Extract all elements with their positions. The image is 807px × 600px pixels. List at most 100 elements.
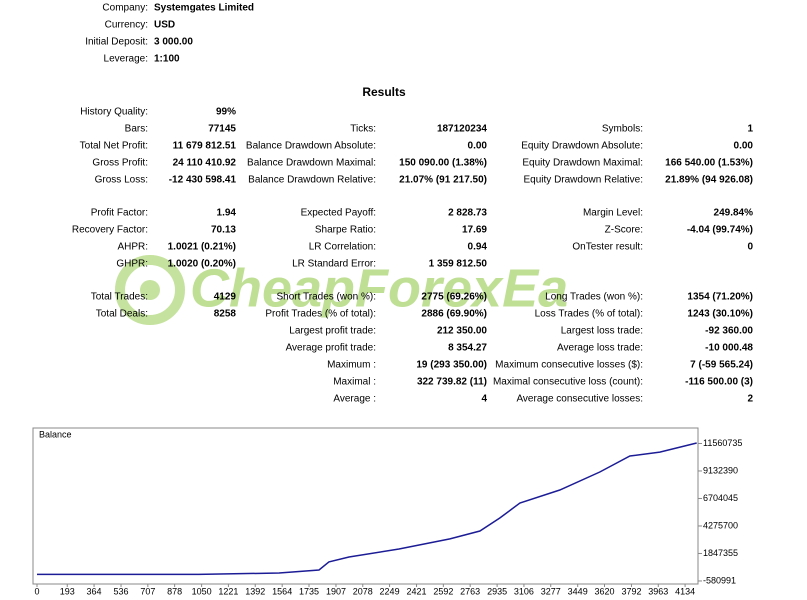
x-tick-label: 536	[114, 586, 129, 596]
result-label: Short Trades (won %):	[277, 292, 376, 303]
result-value: 8258	[214, 309, 237, 320]
result-label: LR Correlation:	[309, 242, 376, 253]
result-label: Gross Profit:	[92, 158, 148, 169]
result-label: Symbols:	[602, 124, 643, 135]
result-label: Equity Drawdown Maximal:	[522, 158, 643, 169]
result-label: Average profit trade:	[286, 343, 376, 354]
result-label: LR Standard Error:	[292, 259, 376, 270]
x-tick-label: 2763	[460, 586, 480, 596]
x-tick-label: 3792	[621, 586, 641, 596]
result-value: 1 359 812.50	[429, 259, 488, 270]
balance-line	[37, 442, 697, 576]
x-tick-label: 878	[167, 586, 182, 596]
result-label: Equity Drawdown Relative:	[524, 175, 644, 186]
watermark-logo	[115, 255, 185, 325]
x-tick-label: 1564	[272, 586, 292, 596]
x-tick-label: 2249	[380, 586, 400, 596]
result-value: 2886 (69.90%)	[421, 309, 487, 320]
x-tick-label: 3449	[568, 586, 588, 596]
x-tick-label: 1907	[326, 586, 346, 596]
result-label: AHPR:	[117, 242, 148, 253]
result-label: Ticks:	[350, 124, 376, 135]
x-tick-label: 1050	[192, 586, 212, 596]
result-label: Loss Trades (% of total):	[535, 309, 643, 320]
result-label: Maximum :	[327, 360, 376, 371]
result-label: Expected Payoff:	[301, 208, 376, 219]
x-tick-label: 2078	[353, 586, 373, 596]
result-label: Balance Drawdown Absolute:	[246, 141, 376, 152]
x-tick-label: 3963	[648, 586, 668, 596]
header-value: Systemgates Limited	[154, 3, 254, 14]
result-value: 249.84%	[714, 208, 754, 219]
result-value: 1.0021 (0.21%)	[168, 242, 236, 253]
legend-label: Balance	[39, 429, 72, 439]
result-value: 0.94	[468, 242, 488, 253]
result-label: Gross Loss:	[95, 175, 148, 186]
y-tick-label: 4275700	[703, 520, 738, 530]
result-value: 21.89% (94 926.08)	[665, 175, 753, 186]
result-value: 1354 (71.20%)	[687, 292, 753, 303]
result-value: 0	[747, 242, 753, 253]
x-tick-label: 1392	[245, 586, 265, 596]
result-label: Recovery Factor:	[72, 225, 148, 236]
result-label: Bars:	[125, 124, 148, 135]
result-value: 1.94	[217, 208, 237, 219]
results-title: Results	[362, 85, 406, 99]
header-label: Company:	[102, 3, 148, 14]
x-tick-label: 193	[60, 586, 75, 596]
x-tick-label: 2421	[407, 586, 427, 596]
result-label: Long Trades (won %):	[545, 292, 643, 303]
result-value: -12 430 598.41	[169, 175, 237, 186]
result-value: 21.07% (91 217.50)	[399, 175, 487, 186]
y-tick-label: -580991	[703, 575, 736, 585]
result-label: Average :	[333, 394, 376, 405]
result-value: 77145	[208, 124, 236, 135]
header-value: 3 000.00	[154, 37, 193, 48]
result-label: Maximal consecutive loss (count):	[493, 377, 643, 388]
result-value: 24 110 410.92	[173, 158, 237, 169]
result-value: 187120234	[437, 124, 487, 135]
result-label: GHPR:	[116, 259, 148, 270]
result-value: 150 090.00 (1.38%)	[399, 158, 487, 169]
result-value: 2775 (69.26%)	[421, 292, 487, 303]
result-label: Average loss trade:	[557, 343, 643, 354]
result-value: 19 (293 350.00)	[416, 360, 487, 371]
watermark: CheapForexEa	[190, 258, 568, 318]
result-value: 166 540.00 (1.53%)	[665, 158, 753, 169]
result-label: Sharpe Ratio:	[315, 225, 376, 236]
result-value: 70.13	[211, 225, 236, 236]
result-value: 212 350.00	[437, 326, 487, 337]
result-label: OnTester result:	[572, 242, 643, 253]
header-value: USD	[154, 20, 175, 31]
result-value: 0.00	[734, 141, 754, 152]
result-value: 1	[747, 124, 753, 135]
chart-frame	[32, 427, 699, 585]
result-value: 11 679 812.51	[173, 141, 237, 152]
x-tick-label: 707	[140, 586, 155, 596]
result-label: Total Deals:	[96, 309, 148, 320]
header-label: Initial Deposit:	[85, 37, 148, 48]
result-value: 4	[481, 394, 487, 405]
x-tick-label: 2935	[487, 586, 507, 596]
result-value: -116 500.00 (3)	[685, 377, 753, 388]
x-tick-label: 364	[87, 586, 102, 596]
result-value: 4129	[214, 292, 237, 303]
result-value: 99%	[216, 107, 236, 118]
result-label: Maximum consecutive losses ($):	[495, 360, 643, 371]
result-label: Total Net Profit:	[80, 141, 148, 152]
y-tick-label: 6704045	[703, 493, 738, 503]
result-value: 1.0020 (0.20%)	[168, 259, 236, 270]
x-tick-label: 2592	[433, 586, 453, 596]
header-label: Currency:	[105, 20, 148, 31]
result-label: History Quality:	[80, 107, 148, 118]
result-label: Balance Drawdown Relative:	[248, 175, 376, 186]
result-value: 7 (-59 565.24)	[690, 360, 753, 371]
result-label: Maximal :	[333, 377, 376, 388]
x-tick-label: 3277	[541, 586, 561, 596]
result-label: Equity Drawdown Absolute:	[521, 141, 643, 152]
result-value: 1243 (30.10%)	[687, 309, 753, 320]
result-value: -10 000.48	[705, 343, 753, 354]
result-value: 8 354.27	[448, 343, 487, 354]
result-label: Average consecutive losses:	[516, 394, 643, 405]
